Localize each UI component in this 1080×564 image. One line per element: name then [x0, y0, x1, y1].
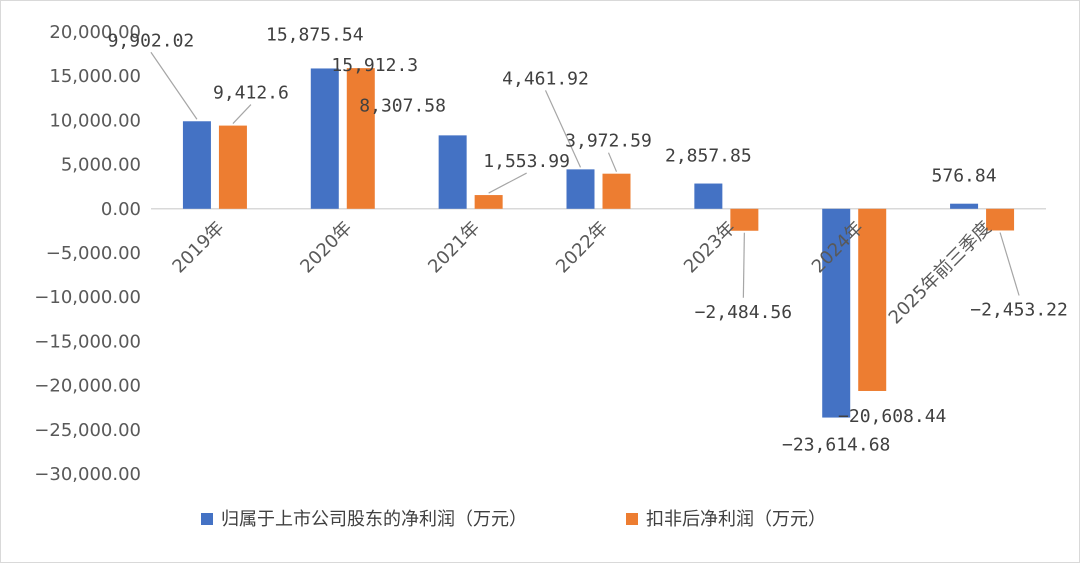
category-label: 2020年: [296, 217, 356, 277]
data-label: 9,902.02: [108, 30, 195, 51]
data-label-leader: [232, 104, 252, 125]
bar-deducted-net-profit: [858, 208, 887, 391]
data-label-leader: [150, 51, 198, 120]
y-tick-label: −15,000.00: [34, 331, 141, 352]
bar-net-profit: [566, 169, 595, 209]
bar-deducted-net-profit: [730, 208, 759, 231]
data-label-leader: [488, 172, 527, 194]
data-label: −2,453.22: [970, 299, 1068, 320]
y-tick-label: 0.00: [101, 199, 141, 220]
y-tick-label: 20,000.00: [49, 22, 141, 43]
data-label: 3,972.59: [565, 131, 652, 152]
data-label-leader: [742, 232, 745, 298]
y-tick-label: −5,000.00: [46, 243, 141, 264]
bar-deducted-net-profit: [602, 173, 631, 209]
category-label: 2022年: [552, 217, 612, 277]
bar-net-profit: [822, 208, 851, 418]
data-label: 1,553.99: [483, 151, 570, 172]
data-label: 15,875.54: [266, 24, 364, 45]
category-label: 2023年: [680, 217, 740, 277]
bar-net-profit: [438, 135, 467, 209]
y-tick-label: 10,000.00: [49, 110, 141, 131]
category-label: 2021年: [424, 217, 484, 277]
y-tick-label: −10,000.00: [34, 287, 141, 308]
data-label: −2,484.56: [695, 302, 793, 323]
bar-deducted-net-profit: [986, 208, 1015, 231]
bar-net-profit: [694, 183, 723, 209]
legend-swatch-net-profit: [201, 513, 213, 525]
bar-deducted-net-profit: [346, 68, 375, 209]
data-label: 576.84: [932, 166, 997, 187]
data-label-leader: [607, 152, 618, 172]
bar-net-profit: [310, 68, 339, 209]
data-label: 2,857.85: [665, 146, 752, 167]
data-label: −20,608.44: [838, 406, 946, 427]
bar-deducted-net-profit: [474, 195, 503, 209]
legend-label-deducted-net-profit: 扣非后净利润（万元）: [646, 509, 826, 530]
y-tick-label: −30,000.00: [34, 464, 141, 485]
y-tick-label: 5,000.00: [61, 155, 141, 176]
y-tick-label: −20,000.00: [34, 376, 141, 397]
bar-net-profit: [182, 121, 211, 209]
data-label: 9,412.6: [213, 83, 289, 104]
data-label-leader: [544, 90, 582, 168]
legend-label-net-profit: 归属于上市公司股东的净利润（万元）: [221, 509, 527, 530]
data-label: 15,912.3: [331, 55, 418, 76]
data-label: 8,307.58: [359, 95, 446, 116]
legend-swatch-deducted-net-profit: [626, 513, 638, 525]
y-tick-label: −25,000.00: [34, 420, 141, 441]
bar-deducted-net-profit: [218, 125, 247, 209]
bar-net-profit: [950, 203, 979, 209]
data-label: 4,461.92: [502, 68, 589, 89]
y-tick-label: 15,000.00: [49, 66, 141, 87]
category-label: 2019年: [168, 217, 228, 277]
data-label: −23,614.68: [782, 435, 890, 456]
data-label-leader: [999, 232, 1020, 296]
